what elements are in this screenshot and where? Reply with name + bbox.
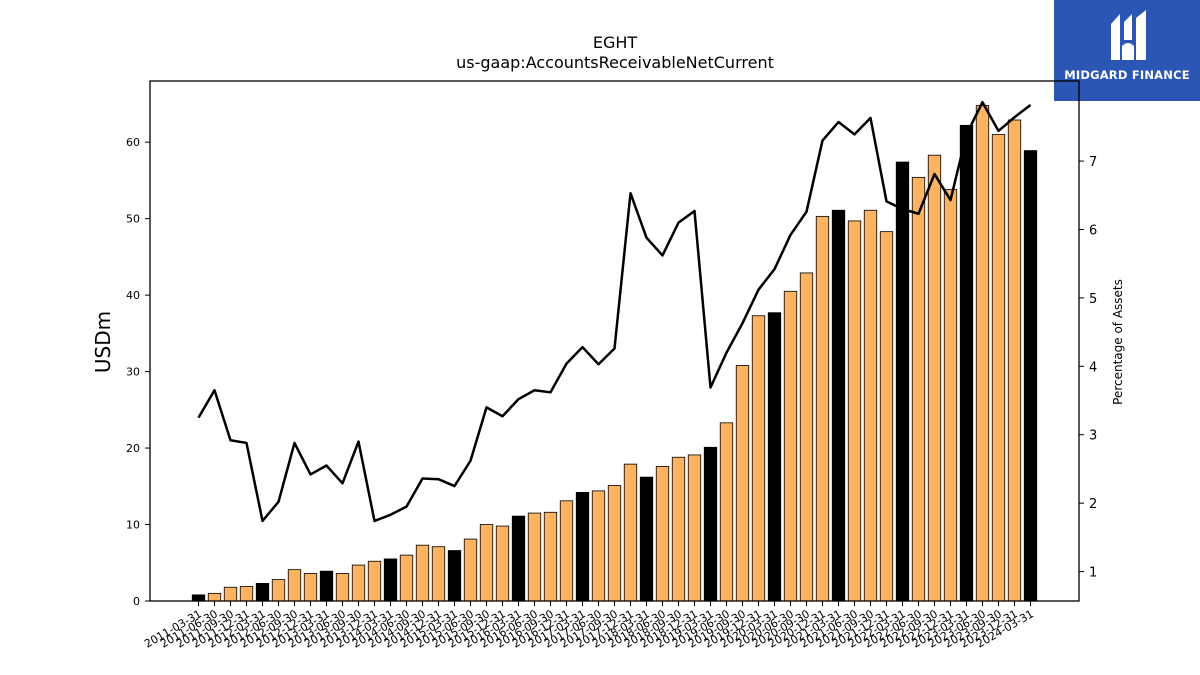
y-tick-label: 50 bbox=[126, 213, 140, 226]
bar bbox=[319, 570, 334, 602]
bar bbox=[751, 315, 766, 602]
y-right-tick-label: 5 bbox=[1089, 292, 1097, 307]
bar bbox=[863, 209, 878, 602]
bar bbox=[383, 558, 398, 602]
bar bbox=[831, 209, 846, 602]
axes-layer: 010203040506012345672011-03-312011-06-30… bbox=[126, 80, 1097, 651]
bar bbox=[415, 544, 430, 602]
bar bbox=[479, 524, 494, 602]
chart-title: EGHT bbox=[592, 33, 638, 52]
bar bbox=[623, 463, 638, 602]
bar bbox=[399, 554, 414, 602]
bar bbox=[463, 538, 478, 602]
bar bbox=[687, 454, 702, 602]
bar bbox=[911, 176, 926, 602]
bar bbox=[847, 220, 862, 602]
y-tick-label: 0 bbox=[133, 595, 140, 608]
logo-text: MIDGARD FINANCE bbox=[1064, 68, 1190, 82]
y-axis-label: USDm bbox=[91, 311, 115, 373]
bar bbox=[495, 525, 510, 602]
bar bbox=[719, 422, 734, 602]
bar bbox=[191, 594, 206, 602]
bar bbox=[287, 569, 302, 602]
bar bbox=[943, 189, 958, 602]
bar bbox=[975, 105, 990, 602]
bar bbox=[527, 512, 542, 602]
bar bbox=[671, 456, 686, 602]
bar bbox=[703, 446, 718, 602]
bar bbox=[543, 511, 558, 602]
bar bbox=[511, 515, 526, 602]
bar bbox=[271, 579, 286, 602]
series-line bbox=[197, 100, 1032, 523]
bar bbox=[991, 134, 1006, 602]
logo: MIDGARD FINANCE bbox=[1054, 0, 1200, 101]
bar bbox=[783, 290, 798, 602]
bar bbox=[559, 500, 574, 602]
y-right-tick-label: 2 bbox=[1089, 497, 1097, 512]
bar bbox=[207, 592, 222, 602]
bar bbox=[223, 586, 238, 602]
bar bbox=[239, 586, 254, 602]
bar bbox=[895, 161, 910, 602]
y-right-tick-label: 4 bbox=[1089, 360, 1097, 375]
bar bbox=[799, 272, 814, 602]
y-right-tick-label: 3 bbox=[1089, 429, 1097, 444]
y-tick-label: 40 bbox=[126, 289, 140, 302]
chart-subtitle: us-gaap:AccountsReceivableNetCurrent bbox=[456, 53, 774, 72]
bar bbox=[879, 231, 894, 602]
bar bbox=[1023, 150, 1038, 602]
bar bbox=[959, 124, 974, 602]
bar bbox=[431, 546, 446, 602]
bar bbox=[815, 215, 830, 602]
y-tick-label: 20 bbox=[126, 442, 140, 455]
midgard-logo-icon bbox=[1111, 10, 1146, 60]
bar bbox=[639, 476, 654, 602]
bars-layer bbox=[191, 105, 1038, 602]
bar bbox=[367, 560, 382, 602]
y-right-tick-label: 7 bbox=[1089, 155, 1097, 170]
y-right-tick-label: 1 bbox=[1089, 566, 1097, 581]
bar bbox=[591, 490, 606, 602]
y-right-tick-label: 6 bbox=[1089, 223, 1097, 238]
bar bbox=[303, 573, 318, 602]
bar bbox=[335, 573, 350, 602]
bar bbox=[255, 583, 270, 602]
bar bbox=[735, 365, 750, 602]
bar bbox=[655, 466, 670, 602]
y-tick-label: 30 bbox=[126, 366, 140, 379]
y-axis-right-label: Percentage of Assets bbox=[1111, 279, 1125, 405]
bar bbox=[1007, 119, 1022, 602]
line-layer bbox=[197, 100, 1032, 523]
bar bbox=[447, 550, 462, 602]
y-tick-label: 10 bbox=[126, 519, 140, 532]
bar bbox=[767, 312, 782, 602]
y-tick-label: 60 bbox=[126, 136, 140, 149]
bar bbox=[575, 492, 590, 602]
bar bbox=[927, 154, 942, 602]
bar bbox=[607, 485, 622, 602]
bar bbox=[351, 564, 366, 602]
